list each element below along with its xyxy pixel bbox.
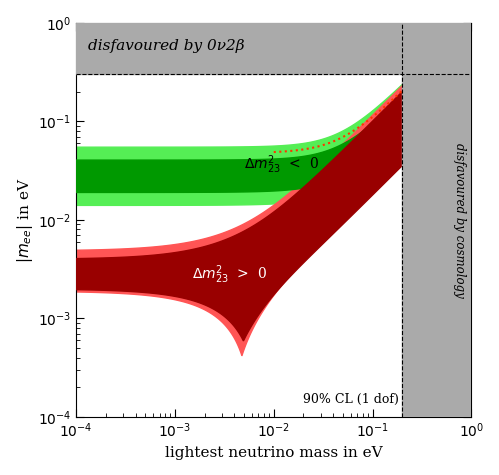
Polygon shape (76, 74, 472, 341)
X-axis label: lightest neutrino mass in eV: lightest neutrino mass in eV (165, 446, 383, 460)
Text: $\Delta m^2_{23}$  <  0: $\Delta m^2_{23}$ < 0 (244, 153, 319, 176)
Y-axis label: $|m_{ee}|$ in eV: $|m_{ee}|$ in eV (15, 177, 35, 263)
Text: disfavoured by 0ν2β: disfavoured by 0ν2β (88, 38, 245, 53)
Polygon shape (76, 74, 472, 192)
Text: disfavoured by cosmology: disfavoured by cosmology (453, 142, 466, 297)
Bar (402, 23, 472, 417)
Polygon shape (76, 74, 472, 205)
Bar (76, 23, 472, 74)
Text: 90% CL (1 dof): 90% CL (1 dof) (303, 392, 399, 406)
Polygon shape (76, 74, 472, 355)
Text: $\Delta m^2_{23}$  >  0: $\Delta m^2_{23}$ > 0 (192, 264, 267, 286)
